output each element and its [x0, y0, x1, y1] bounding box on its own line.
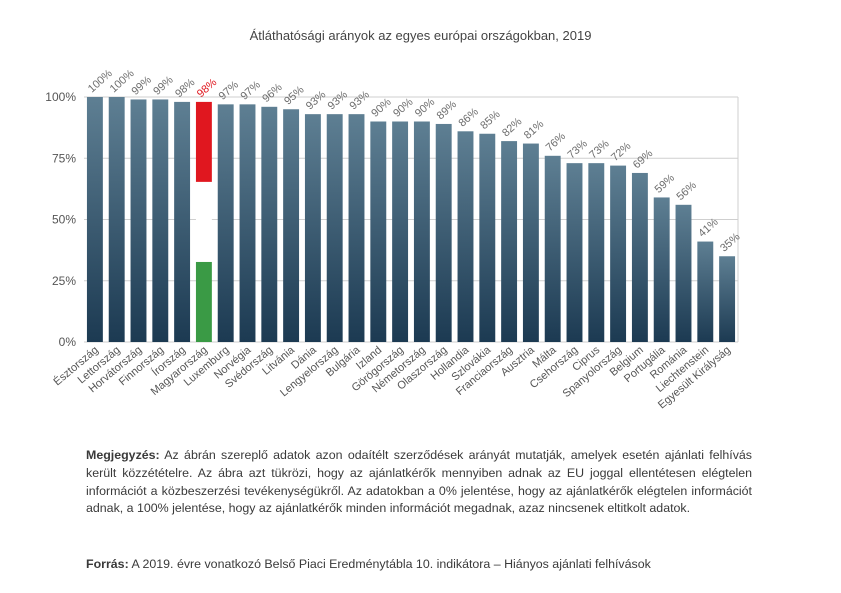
- bar: [675, 204, 692, 342]
- bar: [522, 143, 539, 342]
- bar: [152, 99, 169, 342]
- bar-flag-white: [195, 181, 212, 262]
- bar-value-label: 35%: [718, 231, 743, 255]
- bar-value-label: 90%: [413, 96, 438, 120]
- bar: [610, 165, 627, 342]
- bar-value-label: 97%: [238, 79, 263, 103]
- bar-value-label: 93%: [304, 89, 329, 113]
- bar-value-label: 96%: [260, 81, 285, 105]
- bar-value-label: 81%: [522, 118, 547, 142]
- bar-value-label: 69%: [631, 147, 656, 171]
- bar: [697, 241, 714, 342]
- note-label: Megjegyzés:: [86, 448, 160, 462]
- bar: [304, 114, 321, 343]
- bar-value-label: 56%: [674, 179, 699, 203]
- bar-flag-green: [195, 261, 212, 342]
- bar: [479, 133, 496, 342]
- y-tick-label: 0%: [59, 335, 77, 349]
- y-tick-label: 100%: [45, 90, 76, 104]
- bar: [457, 131, 474, 342]
- bar-value-label: 85%: [478, 108, 503, 132]
- chart: Átláthatósági arányok az egyes európai o…: [45, 28, 743, 411]
- chart-title: Átláthatósági arányok az egyes európai o…: [249, 28, 592, 43]
- bar-value-label: 86%: [456, 106, 481, 130]
- bar: [86, 97, 103, 342]
- bar: [435, 123, 452, 342]
- bar-value-label: 59%: [653, 172, 678, 196]
- bar-value-label: 90%: [369, 96, 394, 120]
- y-tick-label: 75%: [52, 151, 76, 165]
- bar-value-label: 93%: [326, 89, 351, 113]
- bar: [348, 114, 365, 343]
- source-line: Forrás: A 2019. évre vonatkozó Belső Pia…: [86, 556, 752, 574]
- bar: [239, 104, 256, 342]
- bar: [566, 163, 583, 342]
- bar: [631, 172, 648, 342]
- bar: [130, 99, 147, 342]
- note-text: Az ábrán szereplő adatok azon odaítélt s…: [86, 448, 752, 516]
- bar: [544, 155, 561, 342]
- bar: [326, 114, 343, 343]
- bar: [719, 256, 736, 342]
- bar-value-label: 76%: [544, 130, 569, 154]
- source-label: Forrás:: [86, 557, 129, 571]
- bar: [261, 106, 278, 342]
- bar: [413, 121, 430, 342]
- y-tick-label: 50%: [52, 213, 76, 227]
- y-tick-label: 25%: [52, 274, 76, 288]
- bar-flag-red: [195, 101, 212, 182]
- bar: [653, 197, 670, 342]
- bar: [588, 163, 605, 342]
- bar-value-label: 89%: [435, 98, 460, 122]
- bar: [392, 121, 409, 342]
- bar-value-label: 90%: [391, 96, 416, 120]
- bar-value-label: 93%: [347, 89, 372, 113]
- bar: [174, 101, 191, 343]
- bar: [370, 121, 387, 342]
- bar: [283, 109, 300, 342]
- bar: [501, 141, 518, 342]
- bar-value-label: 72%: [609, 140, 634, 164]
- bar: [108, 97, 125, 342]
- bar-value-label: 97%: [217, 79, 242, 103]
- source-text: A 2019. évre vonatkozó Belső Piaci Eredm…: [131, 557, 651, 571]
- bar-value-label: 99%: [151, 74, 176, 98]
- bar-value-label: 82%: [500, 116, 525, 140]
- bar: [217, 104, 234, 342]
- note-paragraph: Megjegyzés: Az ábrán szereplő adatok azo…: [86, 447, 752, 518]
- bar-chart: 0%25%50%75%100%100%Észtország100%Lettors…: [45, 67, 743, 411]
